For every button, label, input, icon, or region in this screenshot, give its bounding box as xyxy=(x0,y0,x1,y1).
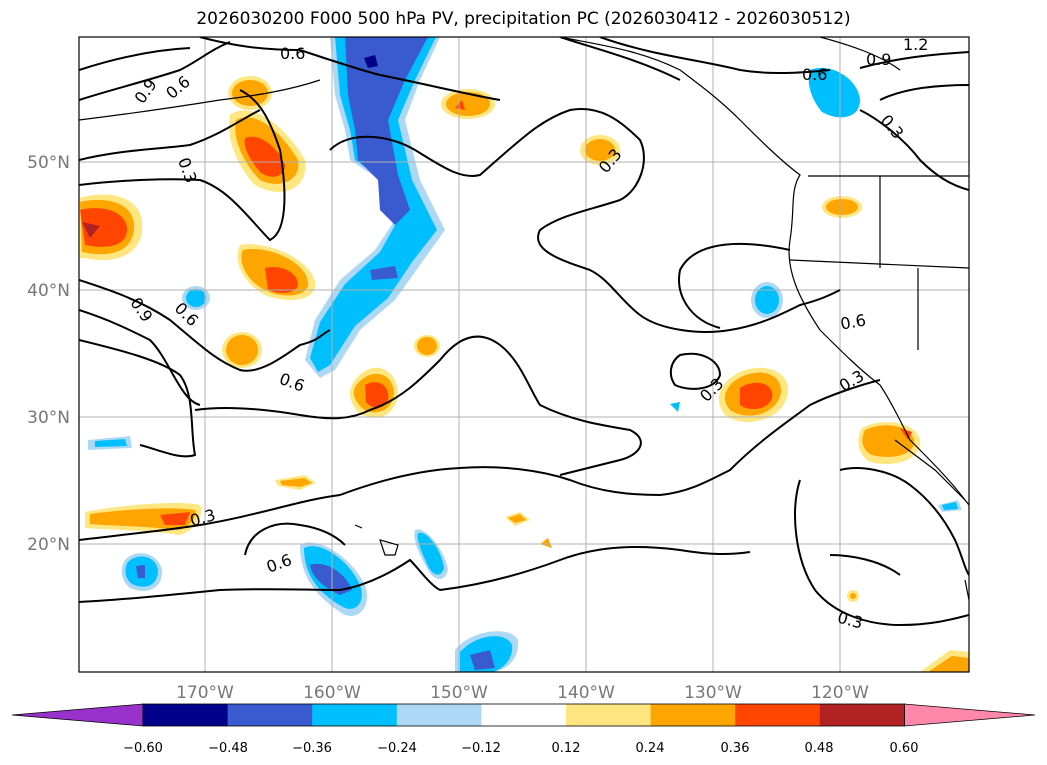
colorbar-segment xyxy=(735,704,821,726)
lon-tick-label: 160°W xyxy=(303,683,361,703)
lat-tick-label: 30°N xyxy=(27,408,70,428)
colorbar-tick-labels: −0.60 −0.48 −0.36 −0.24 −0.12 0.12 0.24 … xyxy=(123,741,918,756)
graticule xyxy=(79,37,969,672)
lon-tick-label: 120°W xyxy=(811,683,869,703)
colorbar-tick-label: −0.12 xyxy=(461,741,501,756)
colorbar-extend-low xyxy=(11,703,144,727)
colorbar-tick-label: 0.48 xyxy=(805,741,834,756)
contour-label: 0.6 xyxy=(839,310,867,333)
lat-tick-label: 40°N xyxy=(27,281,70,301)
colorbar-tick-label: −0.48 xyxy=(208,741,248,756)
colorbar-tick-label: 0.36 xyxy=(721,741,750,756)
colorbar-tick-label: 0.12 xyxy=(552,741,581,756)
lat-tick-label: 20°N xyxy=(27,535,70,555)
colorbar-tick-label: −0.60 xyxy=(123,741,163,756)
colorbar-segment xyxy=(143,704,229,726)
colorbar-tick-label: 0.24 xyxy=(636,741,665,756)
colorbar-segment xyxy=(396,704,482,726)
lon-tick-label: 170°W xyxy=(176,683,234,703)
lat-tick-label: 50°N xyxy=(27,153,70,173)
colorbar-tick-label: −0.36 xyxy=(292,741,332,756)
colorbar-segment xyxy=(819,704,905,726)
negative-anomaly-shading xyxy=(88,37,962,672)
colorbar-segment xyxy=(566,704,652,726)
colorbar-segment xyxy=(227,704,313,726)
colorbar-tick-label: 0.60 xyxy=(890,741,919,756)
contour-label: 0.6 xyxy=(280,44,305,63)
coastlines xyxy=(79,37,969,601)
colorbar-outline xyxy=(142,703,905,727)
map-title: 2026030200 F000 500 hPa PV, precipitatio… xyxy=(196,9,851,29)
positive-anomaly-shading xyxy=(80,76,969,672)
map-frame xyxy=(78,36,970,673)
lon-tick-label: 150°W xyxy=(430,683,488,703)
contour-label: 0.9 xyxy=(866,50,891,69)
colorbar-segment xyxy=(650,704,736,726)
colorbar-segment xyxy=(312,704,398,726)
colorbar-tick-label: −0.24 xyxy=(377,741,417,756)
map-area: 0.6 0.9 0.6 0.3 0.9 0.6 0.6 0.3 0.3 0.6 … xyxy=(79,35,969,672)
contour-label: 0.6 xyxy=(802,65,827,84)
contour-label: 1.2 xyxy=(903,35,928,54)
colorbar-extend-high xyxy=(904,703,1036,727)
latitude-labels: 50°N 40°N 30°N 20°N xyxy=(27,153,70,555)
lon-tick-label: 140°W xyxy=(557,683,615,703)
colorbar-segment xyxy=(481,704,567,726)
lon-tick-label: 130°W xyxy=(684,683,742,703)
longitude-labels: 170°W 160°W 150°W 140°W 130°W 120°W xyxy=(176,683,869,703)
colorbar xyxy=(11,703,1036,727)
pv-contours xyxy=(79,37,969,627)
